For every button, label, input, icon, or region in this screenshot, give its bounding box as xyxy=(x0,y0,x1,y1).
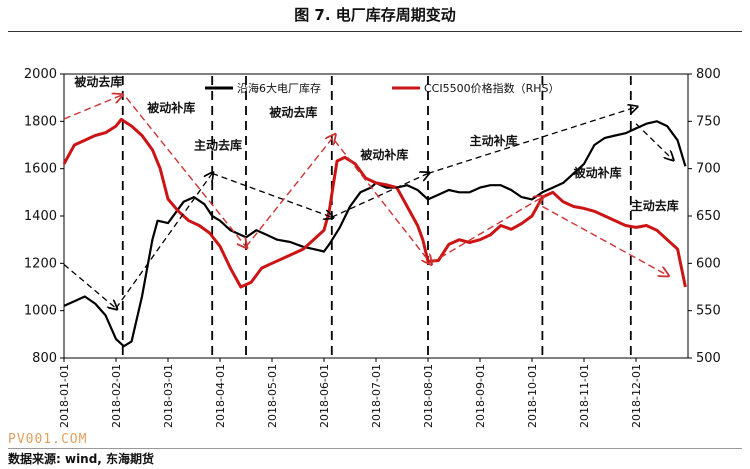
trend-arrow-red xyxy=(63,95,121,120)
trend-arrow-red xyxy=(125,97,246,247)
plot-frame xyxy=(63,73,689,359)
y-left-tick-label: 1800 xyxy=(24,114,57,129)
trend-arrow-red xyxy=(245,136,334,248)
series-line-0 xyxy=(63,120,687,348)
y-left-tick-label: 1200 xyxy=(24,256,57,271)
cycle-annotation: 主动去库 xyxy=(194,138,242,153)
x-tick-label: 2018-10-01 xyxy=(526,364,539,428)
x-tick-label: 2018-04-01 xyxy=(214,364,227,428)
x-tick-label: 2018-09-01 xyxy=(474,364,487,428)
y-right-tick-label: 600 xyxy=(696,256,721,271)
trend-arrow xyxy=(635,123,672,160)
y-right-tick-label: 700 xyxy=(696,162,721,177)
legend-label-1: CCI5500价格指数（RHS） xyxy=(424,81,560,95)
trend-arrow xyxy=(211,172,332,217)
cycle-annotation: 被动补库 xyxy=(360,147,408,162)
bottom-divider xyxy=(8,448,742,449)
title-divider xyxy=(8,31,742,32)
y-right-tick-label: 500 xyxy=(696,351,721,366)
x-tick-label: 2018-01-01 xyxy=(58,364,71,428)
trend-arrow-red xyxy=(333,139,430,263)
trend-arrow xyxy=(331,173,428,218)
y-left-tick-label: 1400 xyxy=(24,209,57,224)
x-tick-label: 2018-05-01 xyxy=(266,364,279,428)
cycle-annotation: 主动去库 xyxy=(631,198,679,213)
y-left-tick-label: 2000 xyxy=(24,67,57,82)
chart-title: 图 7. 电厂库存周期变动 xyxy=(294,6,456,24)
x-tick-label: 2018-07-01 xyxy=(370,364,383,428)
cycle-annotation: 被动去库 xyxy=(74,74,122,89)
y-right-tick-label: 750 xyxy=(696,114,721,129)
trend-arrow-red xyxy=(542,205,667,276)
source-note: 数据来源: wind, 东海期货 xyxy=(8,452,155,466)
legend-label-0: 沿海6大电厂库存 xyxy=(237,81,321,95)
x-tick-label: 2018-03-01 xyxy=(162,364,175,428)
cycle-annotation: 被动去库 xyxy=(269,105,317,120)
trend-arrow xyxy=(63,264,116,309)
cycle-annotation: 被动补库 xyxy=(574,165,622,180)
x-tick-label: 2018-11-01 xyxy=(578,364,591,428)
y-right-tick-label: 550 xyxy=(696,304,721,319)
trend-arrow-red xyxy=(430,197,543,264)
y-left-tick-label: 1600 xyxy=(24,162,57,177)
y-right-tick-label: 800 xyxy=(696,67,721,82)
cycle-annotation: 被动补库 xyxy=(147,100,195,115)
x-tick-label: 2018-06-01 xyxy=(318,364,331,428)
y-left-tick-label: 1000 xyxy=(24,304,57,319)
x-tick-label: 2018-08-01 xyxy=(422,364,435,428)
y-left-tick-label: 800 xyxy=(32,351,57,366)
x-tick-label: 2018-02-01 xyxy=(110,364,123,428)
x-tick-label: 2018-12-01 xyxy=(630,364,643,428)
trend-arrow xyxy=(115,173,212,309)
chart-svg: 800 1000 1200 1400 1600 1800 2000 500 550 600 650 7… xyxy=(24,67,721,428)
series-line-1 xyxy=(62,117,687,289)
y-right-tick-label: 650 xyxy=(696,209,721,224)
trend-arrow xyxy=(427,107,636,175)
cycle-annotation: 主动补库 xyxy=(470,133,518,148)
watermark-text: PV001.COM xyxy=(8,432,88,447)
